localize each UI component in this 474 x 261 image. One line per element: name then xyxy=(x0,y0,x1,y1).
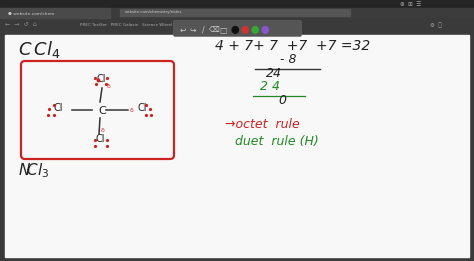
Text: $\mathit{C\,Cl_4}$: $\mathit{C\,Cl_4}$ xyxy=(18,39,60,60)
Bar xyxy=(120,9,350,16)
Text: Cl: Cl xyxy=(95,134,105,144)
Text: 0: 0 xyxy=(278,94,286,107)
Text: ←  →  ↺  ⌂: ← → ↺ ⌂ xyxy=(5,22,37,27)
Text: /: / xyxy=(202,26,204,34)
Text: ⬤: ⬤ xyxy=(251,26,259,34)
Text: ↪: ↪ xyxy=(190,26,196,34)
Text: 24: 24 xyxy=(266,67,282,80)
Text: website.com/chemistry/notes: website.com/chemistry/notes xyxy=(125,10,182,15)
Text: ⬤: ⬤ xyxy=(241,26,249,34)
Text: ⬤: ⬤ xyxy=(261,26,269,34)
Text: Cl: Cl xyxy=(137,103,147,113)
Text: ⌫: ⌫ xyxy=(208,26,219,34)
FancyBboxPatch shape xyxy=(173,21,301,37)
Text: ↩: ↩ xyxy=(180,26,186,34)
Text: →octet  rule: →octet rule xyxy=(225,118,300,131)
Text: PREC TestSer   PREC Galaxie   Science Wheel   Link   Bookmarks: PREC TestSer PREC Galaxie Science Wheel … xyxy=(80,23,211,27)
Text: Cl: Cl xyxy=(96,74,106,84)
FancyBboxPatch shape xyxy=(21,61,174,159)
Bar xyxy=(0,8,474,18)
Text: δ: δ xyxy=(107,84,111,89)
Text: □: □ xyxy=(219,26,227,34)
Bar xyxy=(5,35,469,257)
Text: δ: δ xyxy=(130,108,134,113)
Text: ⚙  👤: ⚙ 👤 xyxy=(430,22,442,28)
Bar xyxy=(0,18,474,32)
Text: Cl: Cl xyxy=(53,103,63,113)
Text: ● website.com/chem: ● website.com/chem xyxy=(8,12,55,16)
Bar xyxy=(0,0,474,18)
Bar xyxy=(0,8,110,18)
Text: C: C xyxy=(98,106,106,116)
Text: - 8: - 8 xyxy=(280,53,297,66)
Text: duet  rule (H): duet rule (H) xyxy=(235,135,319,148)
Text: δ: δ xyxy=(101,128,105,133)
Text: 4 + 7+ 7  +7  +7 =32: 4 + 7+ 7 +7 +7 =32 xyxy=(215,39,370,53)
Text: ⊕  ⊞  ☰: ⊕ ⊞ ☰ xyxy=(400,3,421,8)
Text: ⬤: ⬤ xyxy=(231,26,239,34)
Text: $\mathit{N\!Cl_3}$: $\mathit{N\!Cl_3}$ xyxy=(18,161,50,180)
Text: 2 4: 2 4 xyxy=(260,80,280,93)
